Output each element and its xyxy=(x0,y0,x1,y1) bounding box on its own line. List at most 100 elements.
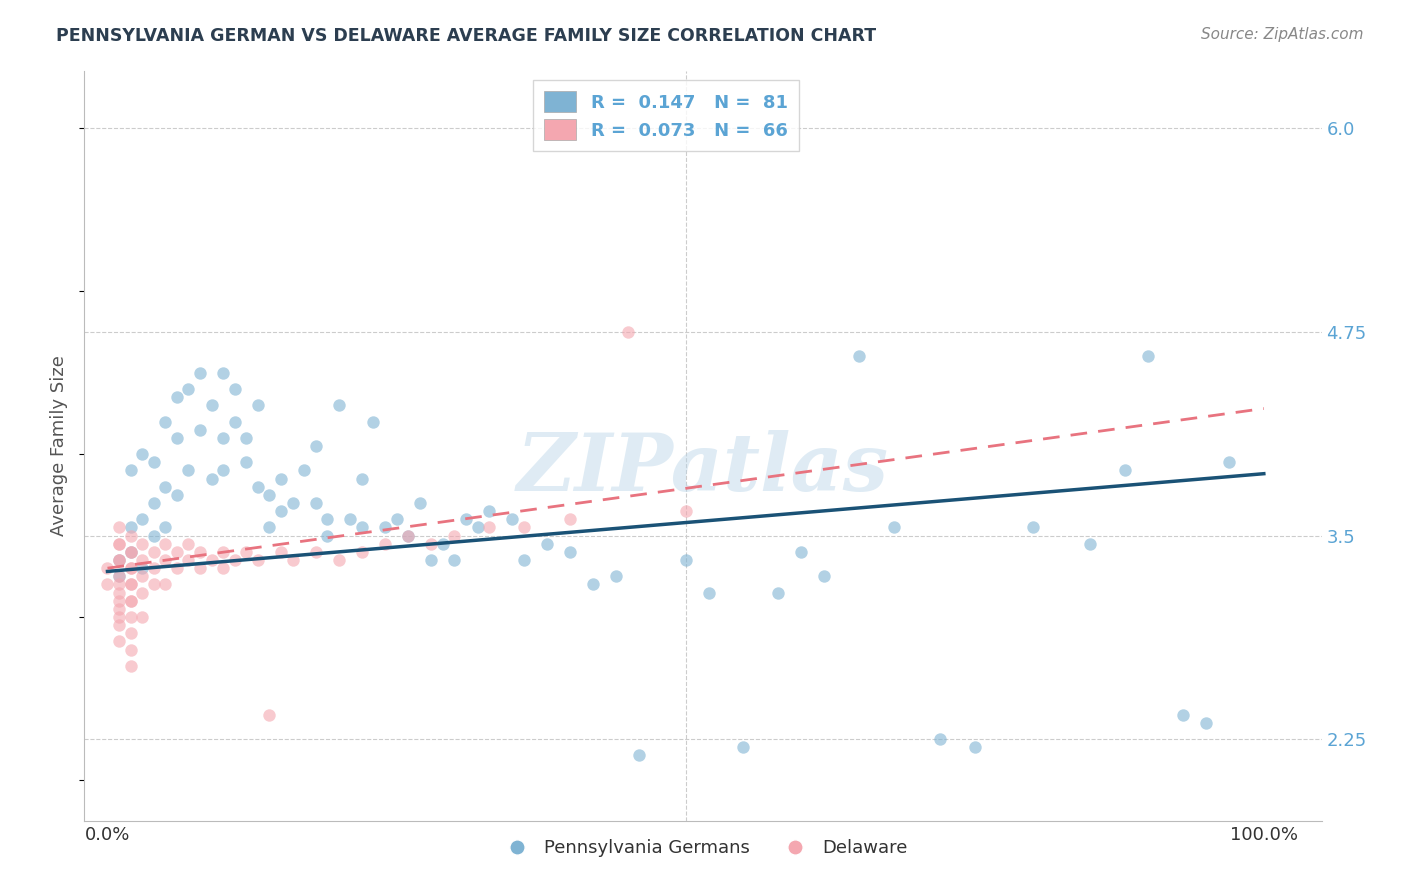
Point xyxy=(350,545,373,559)
Text: Source: ZipAtlas.com: Source: ZipAtlas.com xyxy=(1201,27,1364,42)
Point xyxy=(142,577,165,591)
Point xyxy=(177,463,200,477)
Point xyxy=(675,504,697,518)
Point xyxy=(142,528,165,542)
Point xyxy=(420,537,443,551)
Point xyxy=(235,545,257,559)
Point xyxy=(385,512,408,526)
Point xyxy=(224,415,246,429)
Point xyxy=(120,520,142,534)
Point xyxy=(246,398,269,412)
Point xyxy=(328,398,350,412)
Point xyxy=(155,415,177,429)
Point xyxy=(108,537,131,551)
Point xyxy=(212,366,235,380)
Point xyxy=(142,545,165,559)
Point xyxy=(200,472,222,486)
Point xyxy=(120,577,142,591)
Point xyxy=(443,553,465,567)
Point xyxy=(363,415,385,429)
Point xyxy=(396,528,419,542)
Point xyxy=(120,593,142,607)
Point xyxy=(790,545,813,559)
Point xyxy=(155,520,177,534)
Point xyxy=(929,732,952,747)
Point xyxy=(766,585,789,599)
Point xyxy=(432,537,454,551)
Point xyxy=(166,431,188,445)
Point xyxy=(304,439,326,453)
Point xyxy=(142,561,165,575)
Point xyxy=(177,537,200,551)
Point xyxy=(454,512,477,526)
Point xyxy=(131,561,153,575)
Point xyxy=(536,537,558,551)
Point xyxy=(200,553,222,567)
Point xyxy=(120,659,142,673)
Point xyxy=(108,569,131,583)
Point xyxy=(166,545,188,559)
Point xyxy=(733,740,755,755)
Point xyxy=(120,642,142,657)
Point xyxy=(188,423,211,437)
Point xyxy=(166,488,188,502)
Point xyxy=(212,561,235,575)
Point xyxy=(120,626,142,640)
Text: PENNSYLVANIA GERMAN VS DELAWARE AVERAGE FAMILY SIZE CORRELATION CHART: PENNSYLVANIA GERMAN VS DELAWARE AVERAGE … xyxy=(56,27,876,45)
Point xyxy=(120,545,142,559)
Point xyxy=(142,455,165,469)
Point xyxy=(259,707,281,722)
Point xyxy=(212,463,235,477)
Point xyxy=(200,398,222,412)
Point xyxy=(108,577,131,591)
Point xyxy=(120,577,142,591)
Point xyxy=(270,504,292,518)
Point xyxy=(108,610,131,624)
Point xyxy=(120,610,142,624)
Point xyxy=(108,634,131,648)
Point xyxy=(628,748,651,763)
Point xyxy=(235,455,257,469)
Y-axis label: Average Family Size: Average Family Size xyxy=(51,356,69,536)
Point xyxy=(131,553,153,567)
Point xyxy=(108,520,131,534)
Point xyxy=(1195,715,1218,730)
Point xyxy=(96,577,118,591)
Point xyxy=(131,610,153,624)
Point xyxy=(281,496,304,510)
Point xyxy=(478,504,501,518)
Point xyxy=(1171,707,1194,722)
Point xyxy=(131,447,153,461)
Point xyxy=(142,496,165,510)
Point xyxy=(443,528,465,542)
Point xyxy=(374,520,396,534)
Point xyxy=(188,366,211,380)
Point xyxy=(120,545,142,559)
Point xyxy=(212,431,235,445)
Point xyxy=(1021,520,1043,534)
Point xyxy=(350,472,373,486)
Point xyxy=(235,431,257,445)
Point xyxy=(316,512,339,526)
Point xyxy=(1218,455,1240,469)
Point xyxy=(813,569,835,583)
Point xyxy=(259,488,281,502)
Point xyxy=(120,463,142,477)
Point xyxy=(246,553,269,567)
Point xyxy=(212,545,235,559)
Point xyxy=(316,528,339,542)
Point xyxy=(328,553,350,567)
Point xyxy=(188,561,211,575)
Point xyxy=(963,740,986,755)
Point xyxy=(155,577,177,591)
Point xyxy=(155,480,177,494)
Point xyxy=(120,561,142,575)
Point xyxy=(108,553,131,567)
Point xyxy=(177,553,200,567)
Point xyxy=(281,553,304,567)
Point xyxy=(478,520,501,534)
Point xyxy=(166,561,188,575)
Point xyxy=(224,553,246,567)
Point xyxy=(1080,537,1102,551)
Point xyxy=(501,512,523,526)
